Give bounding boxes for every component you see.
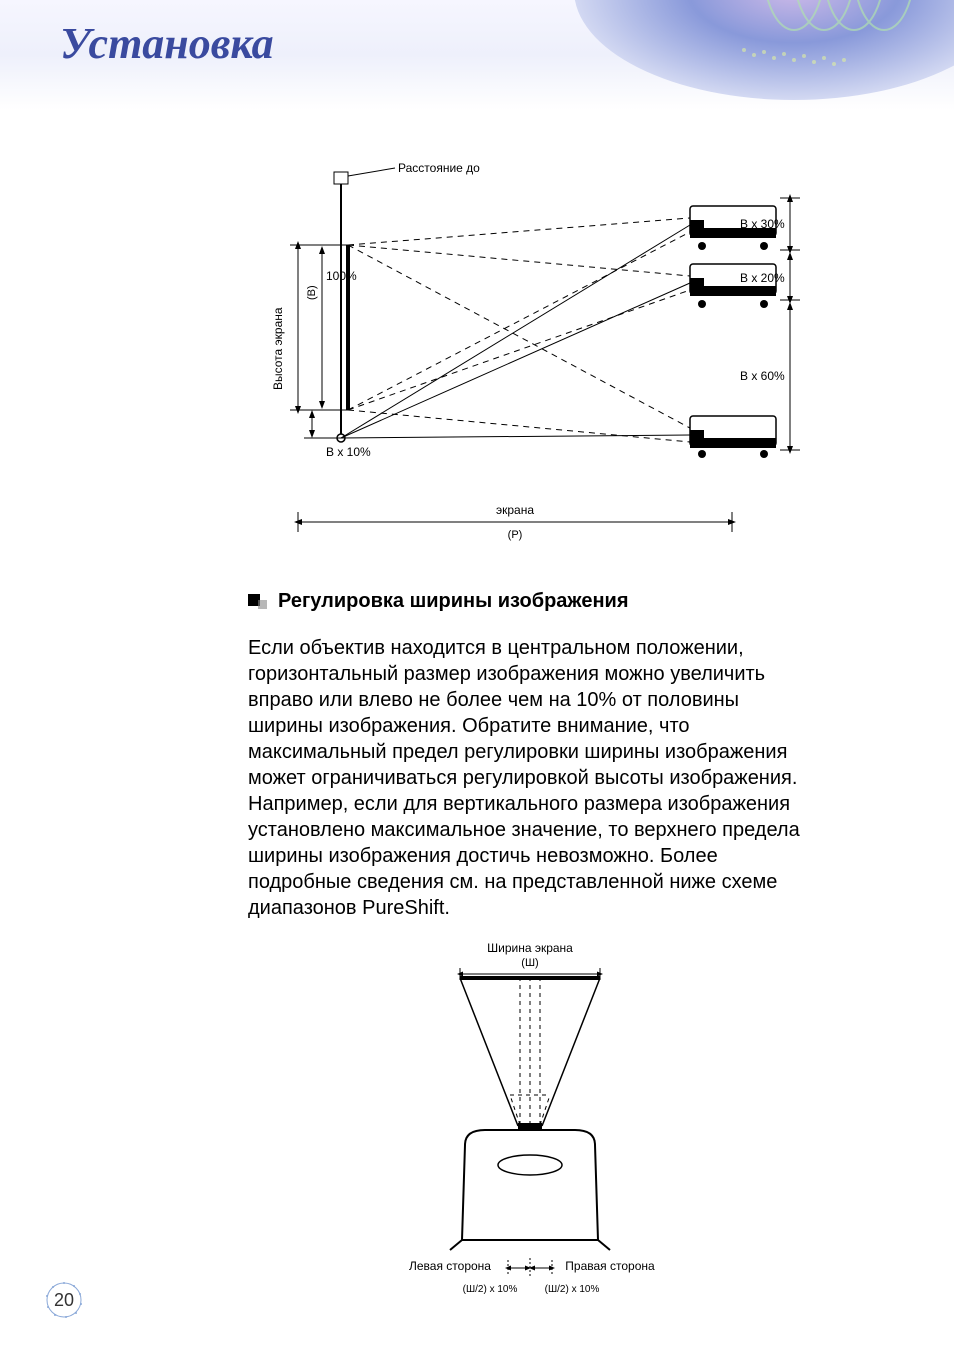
projector-bottom [690,416,776,458]
page-number-text: 20 [44,1290,84,1311]
body-paragraph: Если объектив находится в центральном по… [248,635,808,921]
distance-label: Расстояние до [398,161,480,175]
screen-width-label: Ширина экрана [487,941,573,955]
bullet-icon [248,594,270,610]
left-side-label: Левая сторона [409,1259,491,1273]
screen-label-p: экрана [496,503,534,517]
section-heading: Регулировка ширины изображения [248,590,629,613]
lens-shift-horizontal-diagram: Ширина экрана (Ш) Левая сторона Правая с… [390,940,770,1310]
w-label: (Ш) [521,957,538,969]
banner: Установка [0,0,954,110]
bx20-label: В x 20% [740,271,785,285]
b-label: (В) [306,285,318,300]
banner-decoration [494,0,954,110]
bx60-label: В x 60% [740,369,785,383]
page-title: Установка [60,18,274,69]
right-side-label: Правая сторона [565,1259,655,1273]
w2-10-right: (Ш/2) x 10% [545,1284,600,1295]
page-number: 20 [44,1280,84,1320]
w2-10-left: (Ш/2) x 10% [463,1284,518,1295]
bx10-label: В x 10% [326,445,371,459]
bx30-label: В x 30% [740,217,785,231]
pct-100: 100% [326,269,357,283]
section-heading-text: Регулировка ширины изображения [278,590,629,613]
lens-shift-vertical-diagram: Расстояние до Высота экрана (В) 100% В x… [240,150,810,570]
screen-height-label: Высота экрана [271,307,285,390]
p-label: (Р) [508,529,523,541]
projector-top-view [450,1123,610,1250]
